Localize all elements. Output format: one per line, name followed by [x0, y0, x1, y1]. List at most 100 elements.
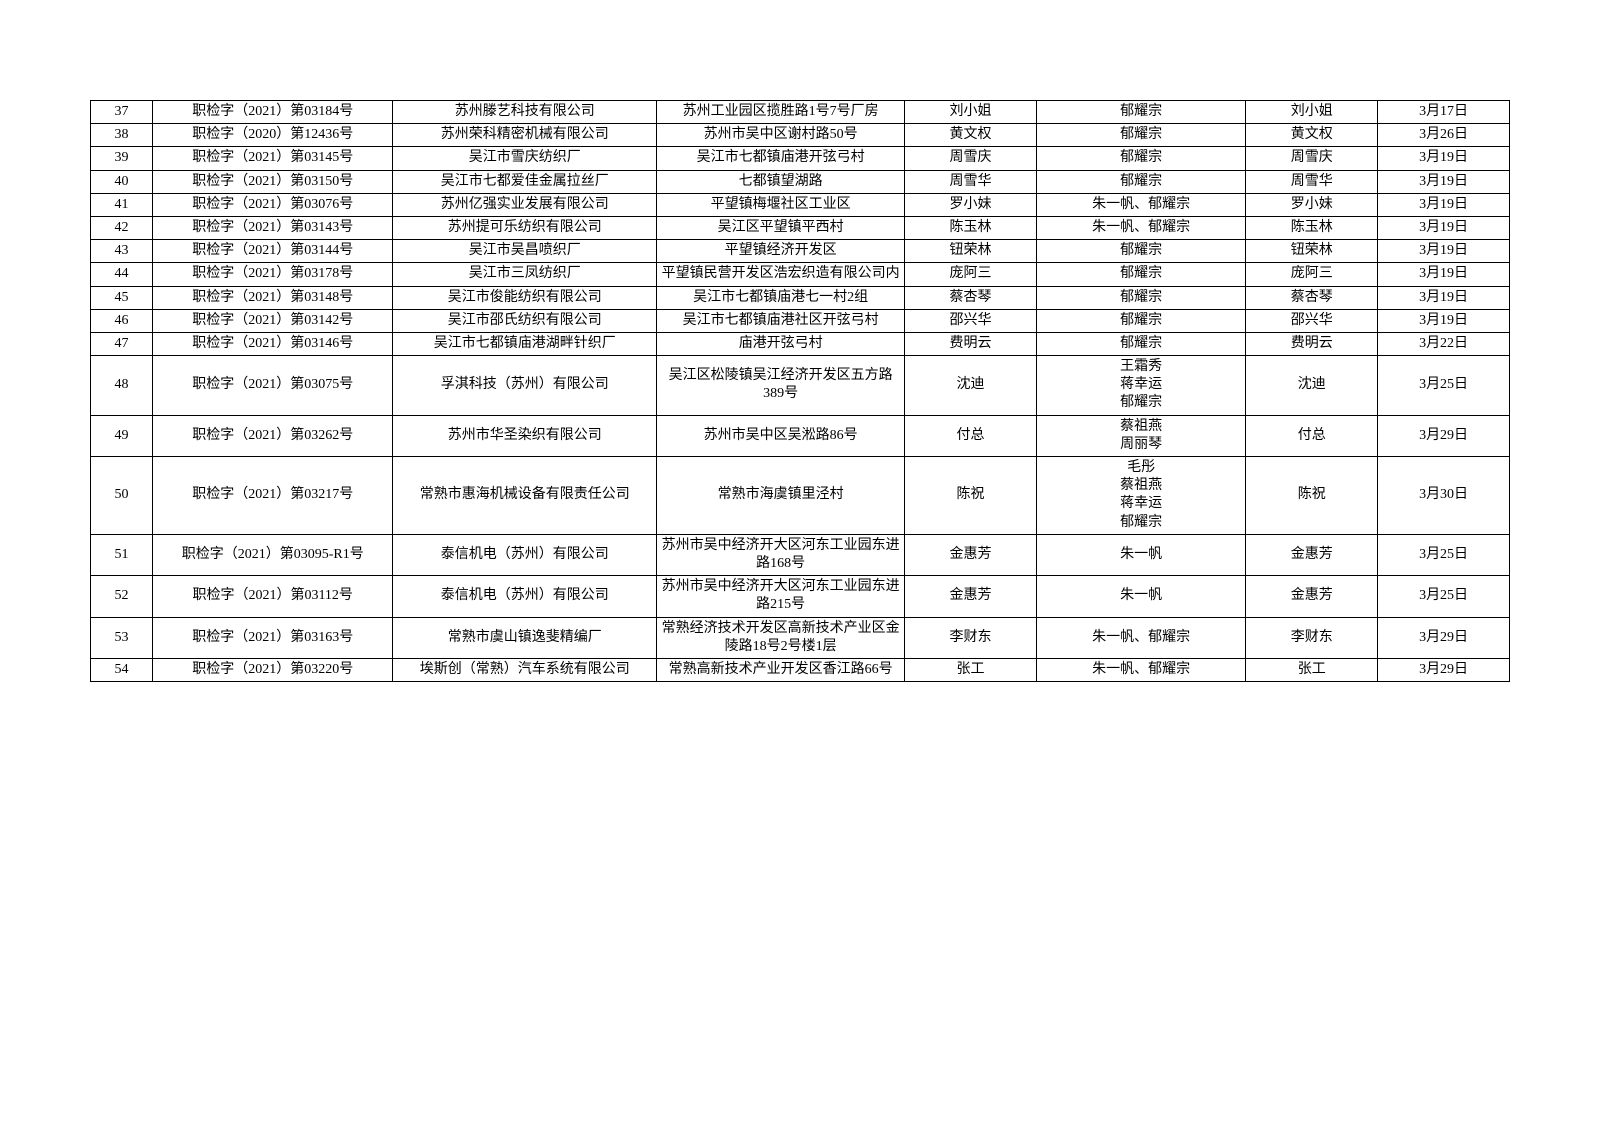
cell-inspector: 郁耀宗: [1036, 332, 1245, 355]
cell-date: 3月19日: [1378, 193, 1510, 216]
cell-company: 吴江市俊能纺织有限公司: [393, 286, 657, 309]
cell-no: 48: [91, 356, 153, 416]
cell-inspector: 郁耀宗: [1036, 263, 1245, 286]
cell-person1: 费明云: [905, 332, 1037, 355]
cell-inspector: 朱一帆、郁耀宗: [1036, 193, 1245, 216]
cell-address: 吴江区松陵镇吴江经济开发区五方路389号: [657, 356, 905, 416]
cell-company: 吴江市邵氏纺织有限公司: [393, 309, 657, 332]
cell-no: 51: [91, 534, 153, 575]
cell-no: 42: [91, 216, 153, 239]
cell-person1: 刘小姐: [905, 101, 1037, 124]
cell-no: 44: [91, 263, 153, 286]
cell-code: 职检字（2021）第03143号: [153, 216, 393, 239]
cell-person2: 罗小妹: [1246, 193, 1378, 216]
table-row: 52职检字（2021）第03112号泰信机电（苏州）有限公司苏州市吴中经济开大区…: [91, 576, 1510, 617]
cell-person1: 罗小妹: [905, 193, 1037, 216]
cell-person2: 黄文权: [1246, 124, 1378, 147]
cell-no: 54: [91, 658, 153, 681]
cell-inspector: 郁耀宗: [1036, 101, 1245, 124]
cell-inspector: 郁耀宗: [1036, 240, 1245, 263]
cell-no: 52: [91, 576, 153, 617]
cell-code: 职检字（2021）第03163号: [153, 617, 393, 658]
cell-company: 苏州滕艺科技有限公司: [393, 101, 657, 124]
cell-inspector: 朱一帆、郁耀宗: [1036, 216, 1245, 239]
cell-code: 职检字（2021）第03217号: [153, 457, 393, 535]
cell-code: 职检字（2021）第03146号: [153, 332, 393, 355]
inspection-table: 37职检字（2021）第03184号苏州滕艺科技有限公司苏州工业园区揽胜路1号7…: [90, 100, 1510, 682]
cell-person1: 庞阿三: [905, 263, 1037, 286]
cell-code: 职检字（2021）第03075号: [153, 356, 393, 416]
cell-address: 常熟高新技术产业开发区香江路66号: [657, 658, 905, 681]
cell-address: 苏州市吴中区吴淞路86号: [657, 415, 905, 456]
cell-address: 吴江市七都镇庙港社区开弦弓村: [657, 309, 905, 332]
cell-person1: 黄文权: [905, 124, 1037, 147]
cell-code: 职检字（2021）第03262号: [153, 415, 393, 456]
cell-company: 孚淇科技（苏州）有限公司: [393, 356, 657, 416]
cell-code: 职检字（2021）第03148号: [153, 286, 393, 309]
cell-date: 3月19日: [1378, 216, 1510, 239]
cell-address: 七都镇望湖路: [657, 170, 905, 193]
cell-company: 泰信机电（苏州）有限公司: [393, 534, 657, 575]
cell-address: 吴江市七都镇庙港七一村2组: [657, 286, 905, 309]
cell-code: 职检字（2021）第03112号: [153, 576, 393, 617]
table-row: 48职检字（2021）第03075号孚淇科技（苏州）有限公司吴江区松陵镇吴江经济…: [91, 356, 1510, 416]
cell-company: 常熟市惠海机械设备有限责任公司: [393, 457, 657, 535]
cell-inspector: 朱一帆、郁耀宗: [1036, 617, 1245, 658]
cell-inspector: 蔡祖燕周丽琴: [1036, 415, 1245, 456]
cell-date: 3月25日: [1378, 576, 1510, 617]
table-row: 45职检字（2021）第03148号吴江市俊能纺织有限公司吴江市七都镇庙港七一村…: [91, 286, 1510, 309]
cell-date: 3月29日: [1378, 658, 1510, 681]
cell-company: 吴江市七都爱佳金属拉丝厂: [393, 170, 657, 193]
table-row: 44职检字（2021）第03178号吴江市三凤纺织厂平望镇民营开发区浩宏织造有限…: [91, 263, 1510, 286]
cell-code: 职检字（2021）第03144号: [153, 240, 393, 263]
cell-date: 3月19日: [1378, 147, 1510, 170]
cell-company: 苏州荣科精密机械有限公司: [393, 124, 657, 147]
cell-code: 职检字（2021）第03220号: [153, 658, 393, 681]
cell-person1: 钮荣林: [905, 240, 1037, 263]
cell-person2: 张工: [1246, 658, 1378, 681]
cell-company: 苏州提可乐纺织有限公司: [393, 216, 657, 239]
cell-company: 吴江市三凤纺织厂: [393, 263, 657, 286]
cell-no: 53: [91, 617, 153, 658]
table-row: 43职检字（2021）第03144号吴江市吴昌喷织厂平望镇经济开发区钮荣林郁耀宗…: [91, 240, 1510, 263]
cell-person1: 邵兴华: [905, 309, 1037, 332]
cell-no: 40: [91, 170, 153, 193]
cell-person2: 周雪庆: [1246, 147, 1378, 170]
cell-company: 苏州亿强实业发展有限公司: [393, 193, 657, 216]
cell-person2: 付总: [1246, 415, 1378, 456]
cell-inspector: 郁耀宗: [1036, 124, 1245, 147]
cell-inspector: 郁耀宗: [1036, 147, 1245, 170]
cell-inspector: 朱一帆: [1036, 576, 1245, 617]
cell-date: 3月22日: [1378, 332, 1510, 355]
cell-address: 庙港开弦弓村: [657, 332, 905, 355]
cell-date: 3月19日: [1378, 286, 1510, 309]
cell-person2: 邵兴华: [1246, 309, 1378, 332]
table-row: 54职检字（2021）第03220号埃斯创（常熟）汽车系统有限公司常熟高新技术产…: [91, 658, 1510, 681]
cell-date: 3月29日: [1378, 617, 1510, 658]
cell-inspector: 王霜秀蒋幸运郁耀宗: [1036, 356, 1245, 416]
cell-address: 常熟市海虞镇里泾村: [657, 457, 905, 535]
cell-person2: 周雪华: [1246, 170, 1378, 193]
cell-code: 职检字（2021）第03178号: [153, 263, 393, 286]
cell-code: 职检字（2021）第03145号: [153, 147, 393, 170]
cell-inspector: 毛彤蔡祖燕蒋幸运郁耀宗: [1036, 457, 1245, 535]
cell-person2: 蔡杏琴: [1246, 286, 1378, 309]
cell-code: 职检字（2021）第03150号: [153, 170, 393, 193]
cell-inspector: 朱一帆、郁耀宗: [1036, 658, 1245, 681]
table-row: 47职检字（2021）第03146号吴江市七都镇庙港湖畔针织厂庙港开弦弓村费明云…: [91, 332, 1510, 355]
cell-company: 埃斯创（常熟）汽车系统有限公司: [393, 658, 657, 681]
cell-person2: 刘小姐: [1246, 101, 1378, 124]
cell-no: 41: [91, 193, 153, 216]
cell-no: 37: [91, 101, 153, 124]
cell-no: 46: [91, 309, 153, 332]
cell-person2: 陈祝: [1246, 457, 1378, 535]
cell-no: 38: [91, 124, 153, 147]
cell-person1: 陈玉林: [905, 216, 1037, 239]
cell-date: 3月25日: [1378, 356, 1510, 416]
cell-address: 苏州市吴中经济开大区河东工业园东进路168号: [657, 534, 905, 575]
cell-company: 吴江市吴昌喷织厂: [393, 240, 657, 263]
cell-address: 平望镇民营开发区浩宏织造有限公司内: [657, 263, 905, 286]
cell-date: 3月30日: [1378, 457, 1510, 535]
cell-code: 职检字（2021）第03076号: [153, 193, 393, 216]
cell-person2: 钮荣林: [1246, 240, 1378, 263]
